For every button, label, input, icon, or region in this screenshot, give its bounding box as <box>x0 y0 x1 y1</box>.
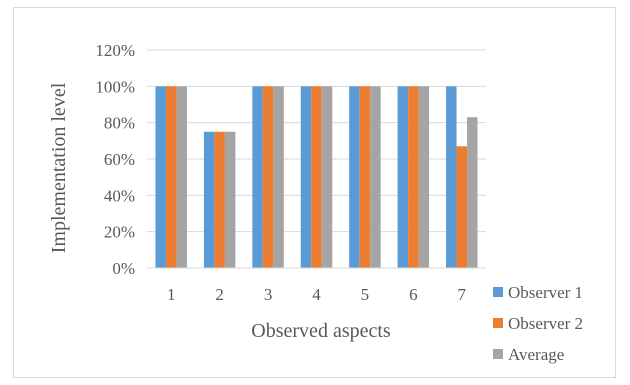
x-tick-label: 5 <box>361 285 370 304</box>
bar-observer-1 <box>397 86 409 268</box>
legend-label: Average <box>508 345 564 364</box>
x-tick-label: 7 <box>458 285 467 304</box>
bar-observer-2 <box>456 146 468 268</box>
y-axis-label: Implementation level <box>48 82 70 253</box>
y-tick-label: 80% <box>104 114 135 133</box>
bar-observer-2 <box>262 86 274 268</box>
x-tick-labels: 1 2 3 4 5 6 7 <box>167 285 467 304</box>
bar-average <box>224 131 236 268</box>
y-tick-labels: 0% 20% 40% 60% 80% 100% 120% <box>95 41 135 278</box>
bar-average <box>176 86 187 268</box>
x-tick-label: 4 <box>312 285 321 304</box>
bar-average <box>418 86 430 268</box>
x-tick-label: 3 <box>264 285 273 304</box>
bar-observer-2 <box>165 86 177 268</box>
bar-observer-2 <box>311 86 322 268</box>
legend-label: Observer 2 <box>508 314 583 333</box>
y-tick-label: 120% <box>95 41 135 60</box>
x-tick-label: 6 <box>409 285 418 304</box>
y-tick-label: 100% <box>95 77 135 96</box>
bars <box>155 86 478 268</box>
x-axis-label: Observed aspects <box>251 320 391 342</box>
legend-swatch <box>493 287 503 297</box>
y-tick-label: 60% <box>104 150 135 169</box>
bar-average <box>370 86 381 268</box>
legend-swatch <box>493 318 503 328</box>
y-tick-label: 20% <box>104 223 135 242</box>
bar-average <box>321 86 333 268</box>
bar-observer-1 <box>446 86 457 268</box>
bar-observer-2 <box>359 86 371 268</box>
bar-average <box>273 86 284 268</box>
bar-observer-2 <box>408 86 419 268</box>
x-tick-label: 1 <box>167 285 176 304</box>
bar-observer-1 <box>349 86 360 268</box>
bar-observer-1 <box>155 86 166 268</box>
bar-observer-2 <box>214 131 225 268</box>
bar-observer-1 <box>252 86 263 268</box>
bar-chart: 0% 20% 40% 60% 80% 100% 120% 1 2 3 4 5 6 7 Implement… <box>48 41 583 364</box>
legend-label: Observer 1 <box>508 283 583 302</box>
bar-observer-1 <box>203 131 215 268</box>
bar-observer-1 <box>300 86 312 268</box>
y-tick-label: 0% <box>112 259 135 278</box>
bar-average <box>467 117 478 268</box>
legend: Observer 1 Observer 2 Average <box>493 283 583 364</box>
x-tick-label: 2 <box>215 285 224 304</box>
legend-swatch <box>493 349 503 359</box>
y-tick-label: 40% <box>104 186 135 205</box>
chart-frame: 0% 20% 40% 60% 80% 100% 120% 1 2 3 4 5 6 7 Implement… <box>13 7 616 378</box>
